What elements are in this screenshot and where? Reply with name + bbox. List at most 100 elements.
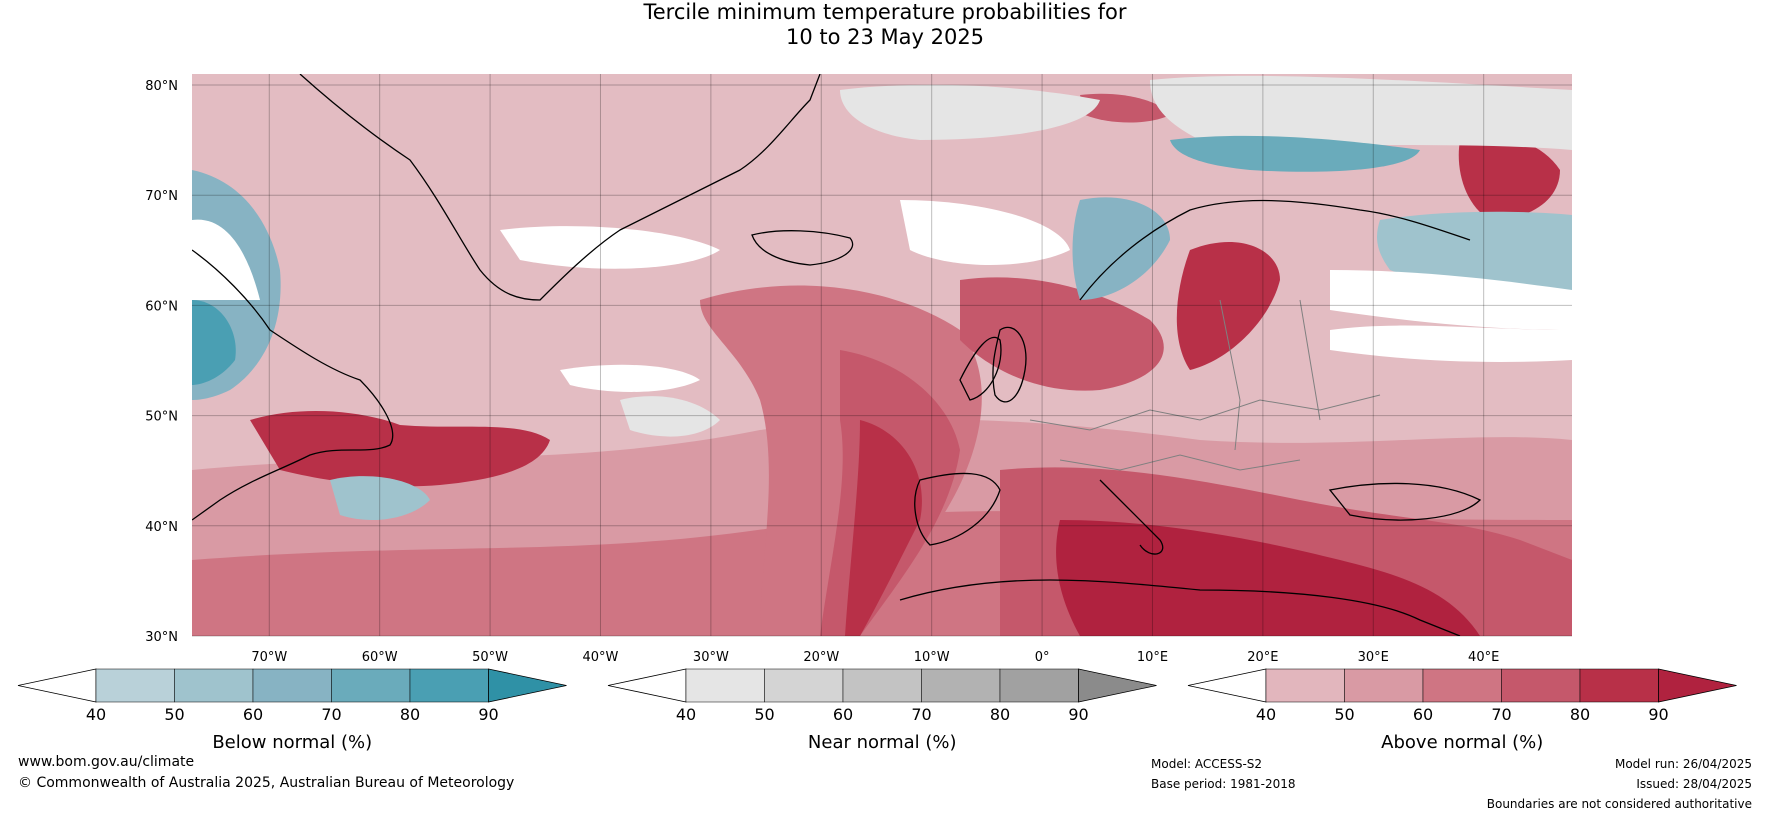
lon-label: 20°W [803,650,839,665]
legend-swatch [1579,668,1659,703]
legend-tick-label: 70 [911,705,931,724]
legend-tick-label: 90 [1648,705,1668,724]
map-gridlines [192,74,1572,637]
legend-swatch [999,668,1079,703]
coastline-black-sea [1328,482,1482,521]
legend-swatch [764,668,844,703]
lat-label: 50°N [145,410,178,425]
coastline-iberia [914,472,1001,546]
legend-tick-label: 60 [243,705,263,724]
country-borders [1029,299,1381,471]
legend-near: 40 50 60 70 80 90 Near normal (%) [607,668,1157,753]
legend-tick-label: 80 [1570,705,1590,724]
probability-fields [192,74,1572,636]
legend-above: 40 50 60 70 80 90 Above normal (%) [1187,668,1737,753]
coastline-britain [992,326,1027,403]
coastline-italy [1099,479,1164,555]
coastlines [192,74,1482,636]
lon-label: 40°W [583,650,619,665]
field-white-1 [192,219,260,300]
legend-swatch [95,668,175,703]
legend-tick-label: 40 [676,705,696,724]
lat-label: 30°N [145,630,178,645]
lon-label: 20°E [1247,650,1278,665]
legend-left-triangle [607,668,687,703]
coastline-ireland [959,336,1002,401]
chart-title: Tercile minimum temperature probabilitie… [0,0,1770,50]
issued-text: Issued: 28/04/2025 [1636,777,1752,791]
legend-swatch [685,668,765,703]
field-below-80-labrador [192,300,236,385]
legend-left-triangle [1187,668,1267,703]
longitude-labels: 70°W 60°W 50°W 40°W 30°W 20°W 10°W 0° 10°E 20°E 30… [251,650,1499,665]
field-below-70-barents [1170,135,1420,172]
border-line-1 [1029,394,1381,431]
legend-swatch [252,668,332,703]
latitude-labels: 80°N 70°N 60°N 50°N 40°N 30°N [145,79,178,645]
field-above-80-barents [1458,136,1560,220]
field-white-2 [900,200,1070,265]
border-line-3 [1219,299,1241,451]
disclaimer-text: Boundaries are not considered authoritat… [1486,797,1752,811]
legend-right-triangle [1658,668,1737,703]
title-line-1: Tercile minimum temperature probabilitie… [643,0,1127,24]
lon-label: 60°W [362,650,398,665]
lat-label: 70°N [145,189,178,204]
legend-swatch [174,668,254,703]
coastline-scandinavia [1079,199,1471,301]
lon-label: 0° [1035,650,1050,665]
lon-label: 30°E [1358,650,1389,665]
legend-swatch [1344,668,1424,703]
legend-tick-label: 50 [754,705,774,724]
legend-tick-label: 70 [321,705,341,724]
legend-tick-label: 90 [1068,705,1088,724]
map-panel [192,74,1572,637]
legend-title: Below normal (%) [212,732,372,753]
legend-swatch [1422,668,1502,703]
website-link[interactable]: www.bom.gov.au/climate [18,754,195,770]
legend-swatch [1265,668,1345,703]
lon-label: 40°E [1468,650,1499,665]
legend-tick-label: 80 [400,705,420,724]
legend-tick-label: 60 [833,705,853,724]
field-below-50-newfoundland [330,476,430,520]
field-above-70-svalbard [1080,93,1170,123]
border-line-4 [1299,299,1321,421]
lon-label: 10°E [1137,650,1168,665]
model-text: Model: ACCESS-S2 [1151,757,1263,771]
field-near-40-barents [1150,75,1572,150]
legend-left-triangle [17,668,97,703]
field-above-80-stlawrence [250,410,550,487]
field-near-40-arctic [840,84,1100,140]
field-above-80-baltic [1176,241,1280,370]
legend-swatch [409,668,489,703]
legend-right-triangle [1078,668,1157,703]
lon-label: 50°W [472,650,508,665]
field-near-40-atlantic [620,396,720,437]
legend-tick-label: 40 [1256,705,1276,724]
legend-title: Above normal (%) [1381,732,1543,753]
coastline-north-america [192,249,394,521]
legend-swatch [842,668,922,703]
legend-swatch [1501,668,1581,703]
legend-swatch [331,668,411,703]
legend-tick-label: 90 [478,705,498,724]
field-above-70-northsea [960,277,1164,391]
field-white-6 [560,364,700,392]
lon-label: 70°W [251,650,287,665]
coastline-north-africa [899,579,1461,636]
legend-swatch [921,668,1001,703]
legend-below: 40 50 60 70 80 90 Below normal (%) [17,668,567,753]
lat-label: 60°N [145,299,178,314]
legend-tick-label: 60 [1413,705,1433,724]
legend-tick-label: 70 [1491,705,1511,724]
legend-tick-label: 40 [86,705,106,724]
legend-tick-label: 50 [1334,705,1354,724]
field-white-3 [1330,325,1572,362]
field-white-4 [1330,270,1572,330]
coastline-iceland [751,230,854,266]
lon-label: 10°W [914,650,950,665]
field-white-5 [500,226,720,269]
legend-tick-label: 80 [990,705,1010,724]
